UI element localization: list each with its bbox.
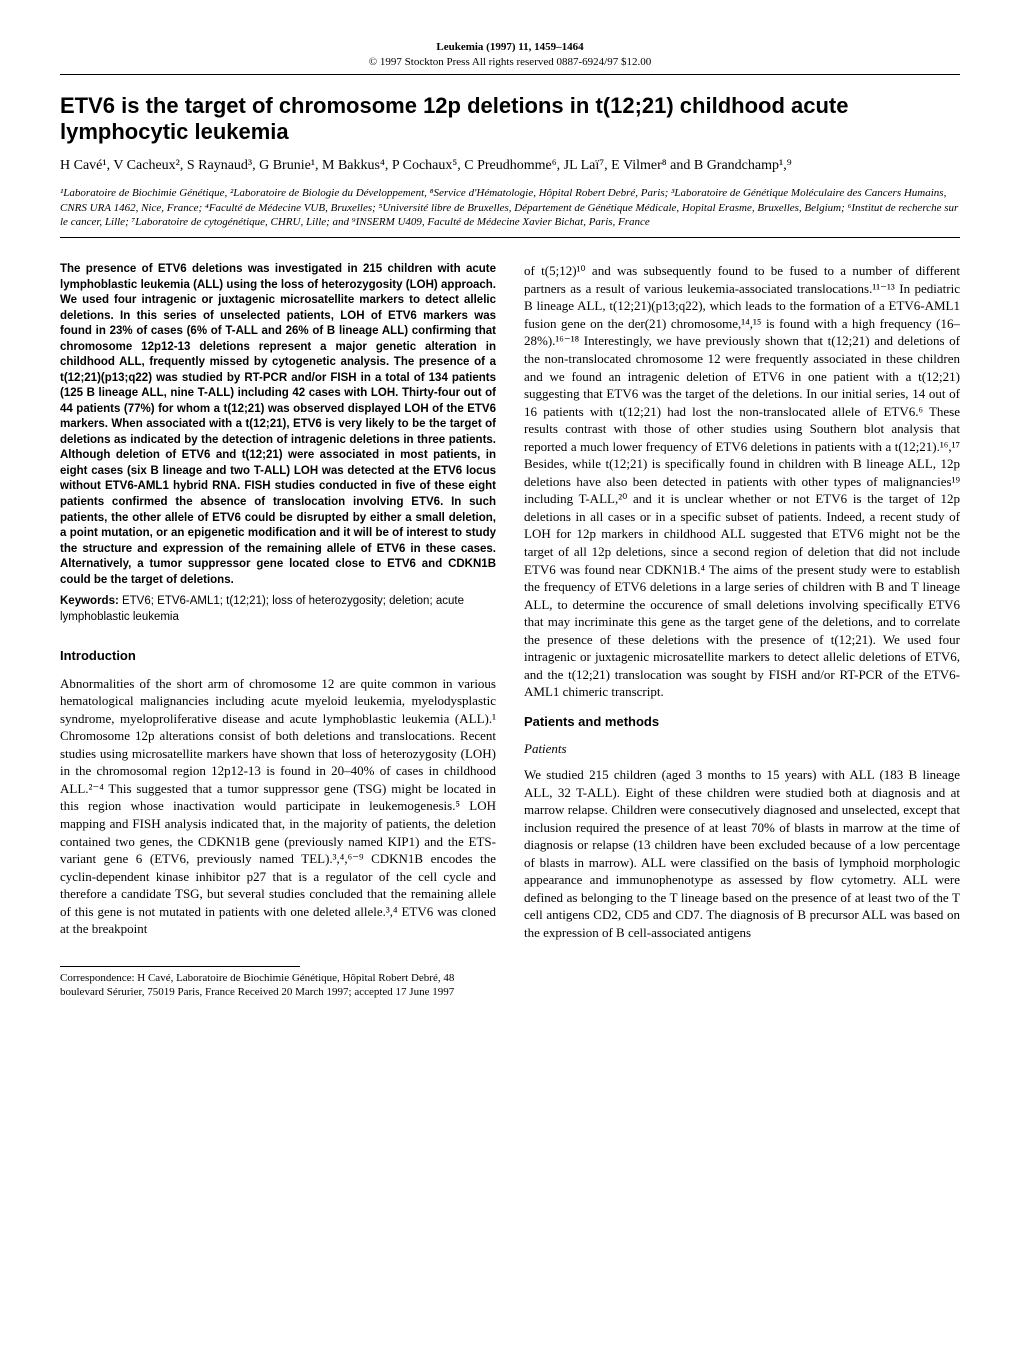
abstract-text: The presence of ETV6 deletions was inves… (60, 262, 496, 588)
keywords-block: Keywords: ETV6; ETV6-AML1; t(12;21); los… (60, 594, 496, 625)
patients-subheading: Patients (524, 740, 960, 758)
journal-header: Leukemia (1997) 11, 1459–1464 © 1997 Sto… (60, 40, 960, 70)
article-title: ETV6 is the target of chromosome 12p del… (60, 93, 960, 146)
header-divider (60, 74, 960, 75)
patients-body: We studied 215 children (aged 3 months t… (524, 766, 960, 941)
correspondence: Correspondence: H Cavé, Laboratoire de B… (60, 971, 496, 1000)
journal-copyright: © 1997 Stockton Press All rights reserve… (369, 56, 651, 68)
correspondence-divider (60, 966, 300, 967)
authors: H Cavé¹, V Cacheux², S Raynaud³, G Bruni… (60, 157, 960, 176)
affiliation-divider (60, 237, 960, 238)
introduction-continuation: of t(5;12)¹⁰ and was subsequently found … (524, 262, 960, 701)
affiliations: ¹Laboratoire de Biochimie Génétique, ²La… (60, 186, 960, 229)
right-column: of t(5;12)¹⁰ and was subsequently found … (524, 262, 960, 999)
keywords-label: Keywords: (60, 595, 119, 607)
introduction-heading: Introduction (60, 647, 496, 665)
left-column: The presence of ETV6 deletions was inves… (60, 262, 496, 999)
two-column-layout: The presence of ETV6 deletions was inves… (60, 262, 960, 999)
patients-methods-heading: Patients and methods (524, 713, 960, 731)
keywords-text: ETV6; ETV6-AML1; t(12;21); loss of heter… (60, 595, 464, 623)
journal-title: Leukemia (1997) 11, 1459–1464 (436, 41, 583, 53)
introduction-body: Abnormalities of the short arm of chromo… (60, 675, 496, 938)
